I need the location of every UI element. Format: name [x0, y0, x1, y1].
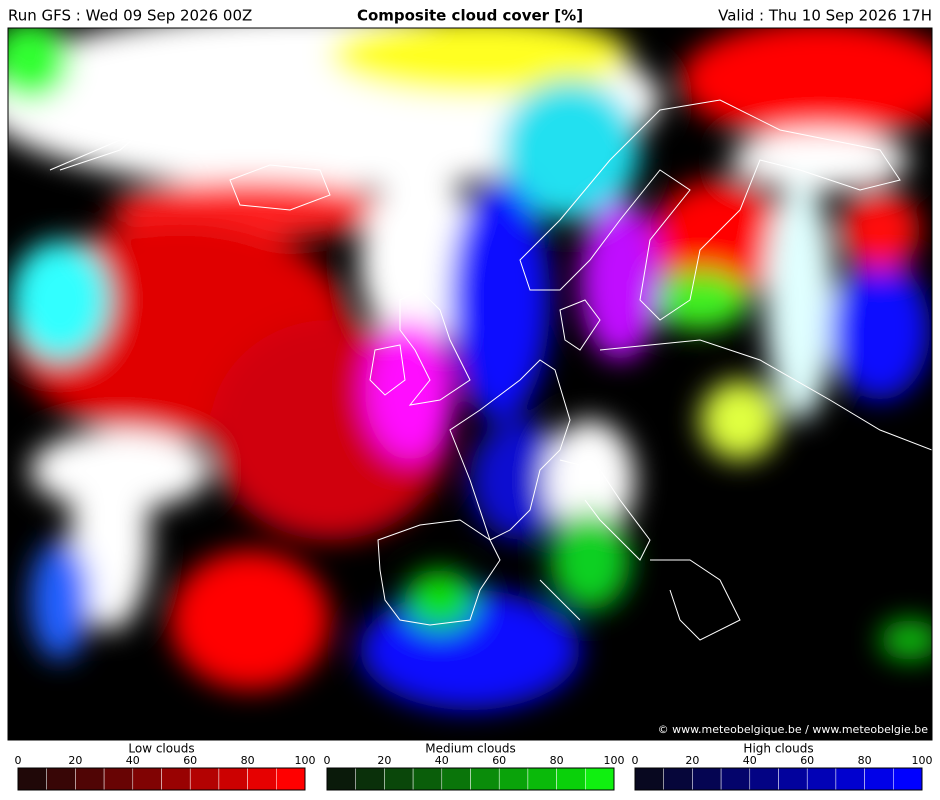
- credit: © www.meteobelgique.be / www.meteobelgie…: [658, 723, 929, 736]
- legend-swatch: [355, 767, 385, 791]
- legend-swatch: [806, 767, 837, 791]
- run-label: Run GFS : Wed 09 Sep 2026 00Z: [8, 7, 252, 25]
- coastlines: [49, 59, 932, 641]
- cloud-field: [8, 28, 932, 710]
- legend-swatch: [634, 767, 664, 791]
- legend-tick-label: 0: [15, 754, 22, 767]
- map-frame: [7, 27, 933, 741]
- legend-swatch: [864, 767, 894, 791]
- legend-tick-label: 40: [126, 754, 140, 767]
- legend-swatch: [412, 767, 443, 791]
- legend-swatch: [161, 767, 191, 791]
- legend-swatch: [441, 767, 471, 791]
- legend-title: High clouds: [743, 742, 813, 756]
- valid-label: Valid : Thu 10 Sep 2026 17H: [718, 7, 932, 25]
- legend-tick-label: 80: [241, 754, 255, 767]
- legend-swatch: [247, 767, 277, 791]
- legend-swatch: [189, 767, 220, 791]
- legend-tick-label: 60: [492, 754, 506, 767]
- legend-swatch: [835, 767, 865, 791]
- legend-tick-label: 100: [295, 754, 316, 767]
- legend-border: [326, 767, 615, 791]
- legend-tick-label: 100: [912, 754, 933, 767]
- legend-swatch: [692, 767, 722, 791]
- legend-swatch: [749, 767, 779, 791]
- legend-swatch: [893, 767, 923, 791]
- legend-tick-label: 40: [743, 754, 757, 767]
- legend-swatch: [663, 767, 693, 791]
- legend-swatch: [720, 767, 751, 791]
- legend-tick-label: 0: [632, 754, 639, 767]
- legend-tick-label: 40: [435, 754, 449, 767]
- legend-tick-label: 20: [68, 754, 82, 767]
- map: © www.meteobelgique.be / www.meteobelgie…: [8, 28, 932, 740]
- legend-tick-label: 80: [550, 754, 564, 767]
- legend-swatch: [75, 767, 105, 791]
- legend-swatch: [46, 767, 76, 791]
- legend-swatch: [17, 767, 47, 791]
- legend-swatch: [103, 767, 134, 791]
- legend-tick-label: 60: [800, 754, 814, 767]
- legend-swatch: [384, 767, 414, 791]
- legend-swatch: [470, 767, 500, 791]
- legend-swatch: [326, 767, 356, 791]
- map-title: Composite cloud cover [%]: [357, 7, 583, 25]
- legend-border: [17, 767, 306, 791]
- legend-tick-label: 0: [324, 754, 331, 767]
- legend-swatch: [132, 767, 162, 791]
- legend-tick-label: 80: [858, 754, 872, 767]
- legend-title: Medium clouds: [425, 742, 516, 756]
- legend-swatch: [218, 767, 248, 791]
- legend-tick-label: 20: [377, 754, 391, 767]
- legend-swatch: [778, 767, 808, 791]
- legend-title: Low clouds: [128, 742, 194, 756]
- legend-swatch: [276, 767, 306, 791]
- legend-tick-label: 100: [604, 754, 625, 767]
- legend-border: [634, 767, 923, 791]
- legend-tick-label: 60: [183, 754, 197, 767]
- legend-swatch: [527, 767, 557, 791]
- legend-swatch: [556, 767, 586, 791]
- legends: Low clouds 0 20 40 60 80 100 Medium clouds 0 20 40…: [15, 742, 933, 791]
- legend-swatch: [498, 767, 529, 791]
- legend-tick-label: 20: [685, 754, 699, 767]
- legend-swatch: [585, 767, 615, 791]
